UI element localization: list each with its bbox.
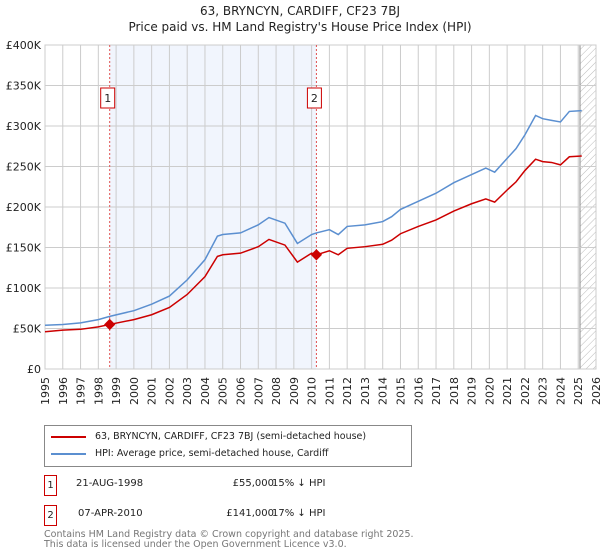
legend-label-property: 63, BRYNCYN, CARDIFF, CF23 7BJ (semi-det… [95,431,367,442]
legend-red-line [51,435,86,438]
legend-label-hpi: HPI: Average price, semi-detached house,… [95,448,329,459]
x-tick-label: 2007 [252,377,265,405]
x-tick-label: 2025 [572,377,585,405]
x-tick-label: 2015 [394,377,407,405]
x-tick-label: 2013 [359,377,372,405]
transaction-price: £141,000 [226,508,274,519]
legend: 63, BRYNCYN, CARDIFF, CF23 7BJ (semi-det… [44,425,412,467]
x-tick-label: 2016 [412,377,425,405]
x-tick-label: 2026 [590,377,600,405]
y-tick-label: £50K [13,323,42,336]
x-tick-label: 2003 [181,377,194,405]
x-tick-label: 2021 [501,377,514,405]
chart-title: 63, BRYNCYN, CARDIFF, CF23 7BJ [199,4,401,18]
legend-blue-line [51,452,86,455]
footer: Contains HM Land Registry data © Crown c… [44,530,414,550]
x-tick-label: 2002 [163,377,176,405]
y-tick-label: £100K [6,282,42,295]
transaction-row: 1 21-AUG-1998 £55,000 15% ↓ HPI [44,475,444,496]
x-tick-label: 2019 [466,377,479,405]
x-tick-label: 2001 [146,377,159,405]
x-tick-label: 2012 [341,377,354,405]
x-tick-label: 1995 [39,377,52,405]
x-tick-label: 2020 [483,377,496,405]
x-tick-label: 2000 [128,377,141,405]
x-tick-label: 1996 [57,377,70,405]
transaction-date: 07-APR-2010 [78,508,143,519]
x-tick-label: 1999 [110,377,123,405]
x-tick-label: 2014 [377,377,390,405]
x-tick-label: 2024 [554,377,567,405]
x-tick-label: 1998 [92,377,105,405]
chart-subtitle: Price paid vs. HM Land Registry's House … [128,20,472,34]
x-tick-label: 2004 [199,377,212,405]
y-tick-label: £350K [6,80,42,93]
y-tick-label: £250K [6,161,42,174]
x-tick-label: 2017 [430,377,443,405]
transaction-price: £55,000 [232,478,274,489]
x-tick-label: 2011 [323,377,336,405]
sale-point [310,249,323,261]
transaction-date: 21-AUG-1998 [76,478,144,489]
x-tick-label: 2022 [519,377,532,405]
y-tick-label: £400K [6,39,42,52]
x-tick-label: 2005 [217,377,230,405]
plot-area: 1995 1996 1997 1998 1999 2000 2001 2002 2003 2004… [6,39,600,405]
y-tick-label: £150K [6,242,42,255]
plot-border [44,44,597,370]
sale-badge [100,87,116,109]
footer-line-1: Contains HM Land Registry data © Crown c… [44,529,414,540]
x-tick-label: 2009 [288,377,301,405]
x-tick-label: 2023 [537,377,550,405]
transaction-badge: 2 [44,505,57,526]
transaction-badge: 1 [44,475,57,496]
y-tick-label: £300K [6,120,42,133]
series-line [44,109,582,327]
y-tick-label: £0 [27,363,41,376]
x-tick-label: 2018 [448,377,461,405]
x-tick-label: 2008 [270,377,283,405]
sale-badge [306,87,322,109]
footer-line-2: This data is licensed under the Open Gov… [44,539,347,550]
y-tick-label: £200K [6,201,42,214]
x-tick-label: 2010 [306,377,319,405]
transaction-diff: 17% ↓ HPI [272,508,326,519]
sale-badge-label: 2 [311,92,318,105]
transaction-diff: 15% ↓ HPI [272,478,326,489]
x-tick-label: 2006 [235,377,248,405]
sale-badge-label: 1 [104,92,111,105]
series-line [44,155,582,333]
transaction-row: 2 07-APR-2010 £141,000 17% ↓ HPI [44,505,444,526]
x-tick-label: 1997 [75,377,88,405]
